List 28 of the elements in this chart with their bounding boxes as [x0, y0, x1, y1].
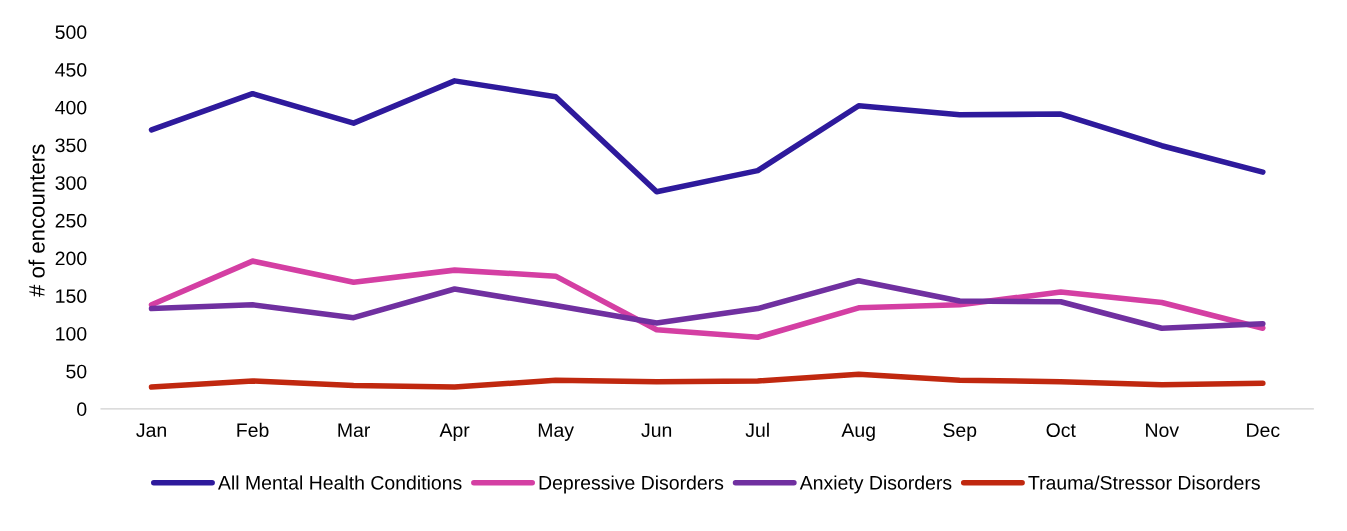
legend-label: Trauma/Stressor Disorders	[1028, 475, 1260, 490]
legend-label: Depressive Disorders	[539, 475, 724, 494]
legend-label: All Mental Health Conditions	[217, 475, 462, 490]
x-tick-label: Aug	[841, 423, 875, 441]
x-tick-label: Mar	[338, 423, 371, 438]
x-tick-label: Nov	[1146, 423, 1180, 438]
y-tick-label: 0	[77, 402, 87, 417]
y-tick-label: 500	[55, 25, 87, 40]
y-tick-label: 450	[55, 63, 87, 77]
y-tick-label: 150	[56, 289, 87, 303]
x-tick-label: Apr	[439, 423, 470, 441]
y-tick-label: 350	[55, 138, 87, 153]
y-tick-label: 200	[55, 251, 87, 266]
x-tick-label: Oct	[1046, 423, 1076, 438]
y-tick-label: 50	[66, 364, 87, 379]
x-tick-label: Jun	[641, 423, 672, 438]
y-axis-title: # of encounters	[28, 144, 45, 297]
x-tick-label: May	[538, 423, 574, 441]
x-tick-label: Dec	[1247, 423, 1280, 438]
y-tick-label: 250	[55, 213, 87, 228]
x-tick-label: Feb	[237, 422, 269, 438]
x-tick-label: Jan	[136, 423, 166, 438]
y-tick-label: 400	[55, 100, 87, 115]
y-tick-label: 300	[55, 176, 87, 190]
x-tick-label: Sep	[943, 423, 977, 441]
y-tick-label: 100	[56, 326, 87, 341]
legend-label: Anxiety Disorders	[799, 475, 952, 494]
x-tick-label: Jul	[745, 422, 769, 438]
